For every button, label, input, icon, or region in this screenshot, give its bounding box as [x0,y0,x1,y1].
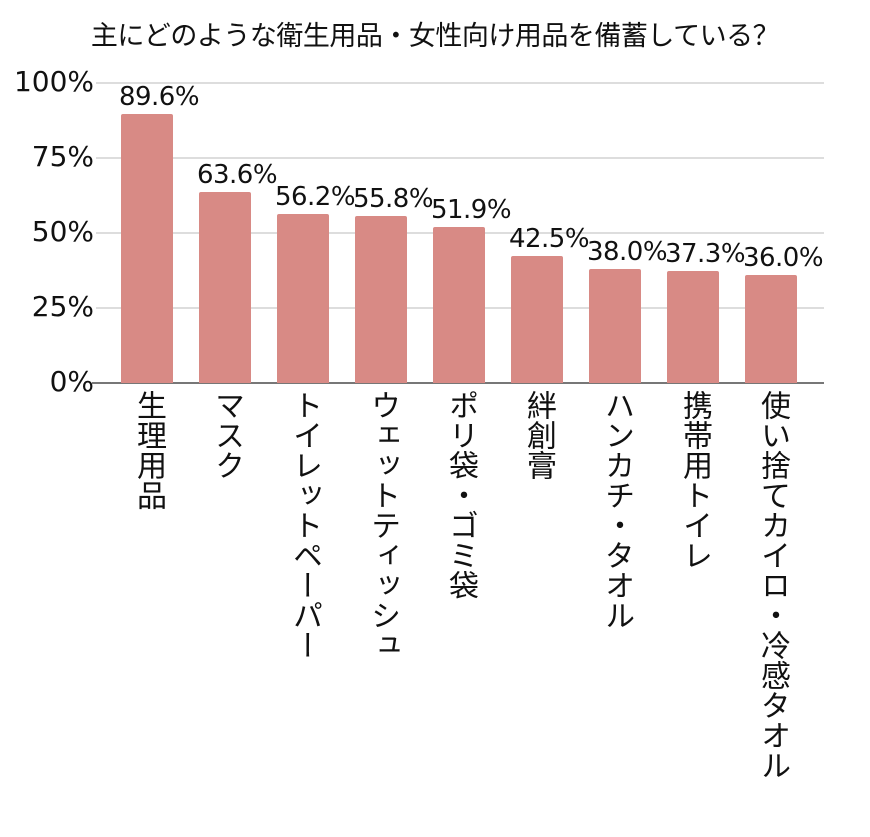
bar [745,275,797,383]
y-tick-label: 100% [13,65,94,98]
x-category-label: 使い捨てカイロ・冷感タオル [755,390,790,780]
bar-value-label: 42.5% [508,223,590,254]
y-tick-label: 75% [31,140,94,173]
bar-value-label: 55.8% [352,183,434,214]
bar [199,192,251,383]
bar [355,215,407,383]
bar [511,255,563,383]
bar-value-label: 89.6% [118,82,200,113]
bar-value-label: 63.6% [196,160,278,191]
y-tick-label: 50% [31,215,94,248]
bar-value-label: 56.2% [274,182,356,213]
bar [121,114,173,383]
y-tick-label: 0% [49,365,94,398]
bar [433,227,485,383]
gridline [96,82,824,84]
bar [277,214,329,383]
x-category-label: マスク [209,390,244,480]
x-category-label: トイレットペーパー [287,390,322,660]
x-category-label: 絆創膏 [521,390,556,480]
bar-value-label: 38.0% [586,237,668,267]
x-category-label: ハンカチ・タオル [599,390,634,630]
bar-value-label: 36.0% [742,243,824,273]
chart-title: 主にどのような衛生用品・女性向け用品を備蓄している？ [90,21,780,52]
gridline [96,157,824,159]
bar [667,271,719,383]
bar [589,269,641,383]
x-axis-line [92,382,824,384]
x-category-label: ポリ袋・ゴミ袋 [443,390,478,600]
x-category-label: 生理用品 [131,390,166,510]
bar-value-label: 37.3% [664,239,746,270]
x-category-label: 携帯用トイレ [677,390,712,570]
x-category-label: ウェットティッシュ [365,390,400,660]
y-tick-label: 25% [31,290,94,323]
bar-value-label: 51.9% [430,195,512,226]
